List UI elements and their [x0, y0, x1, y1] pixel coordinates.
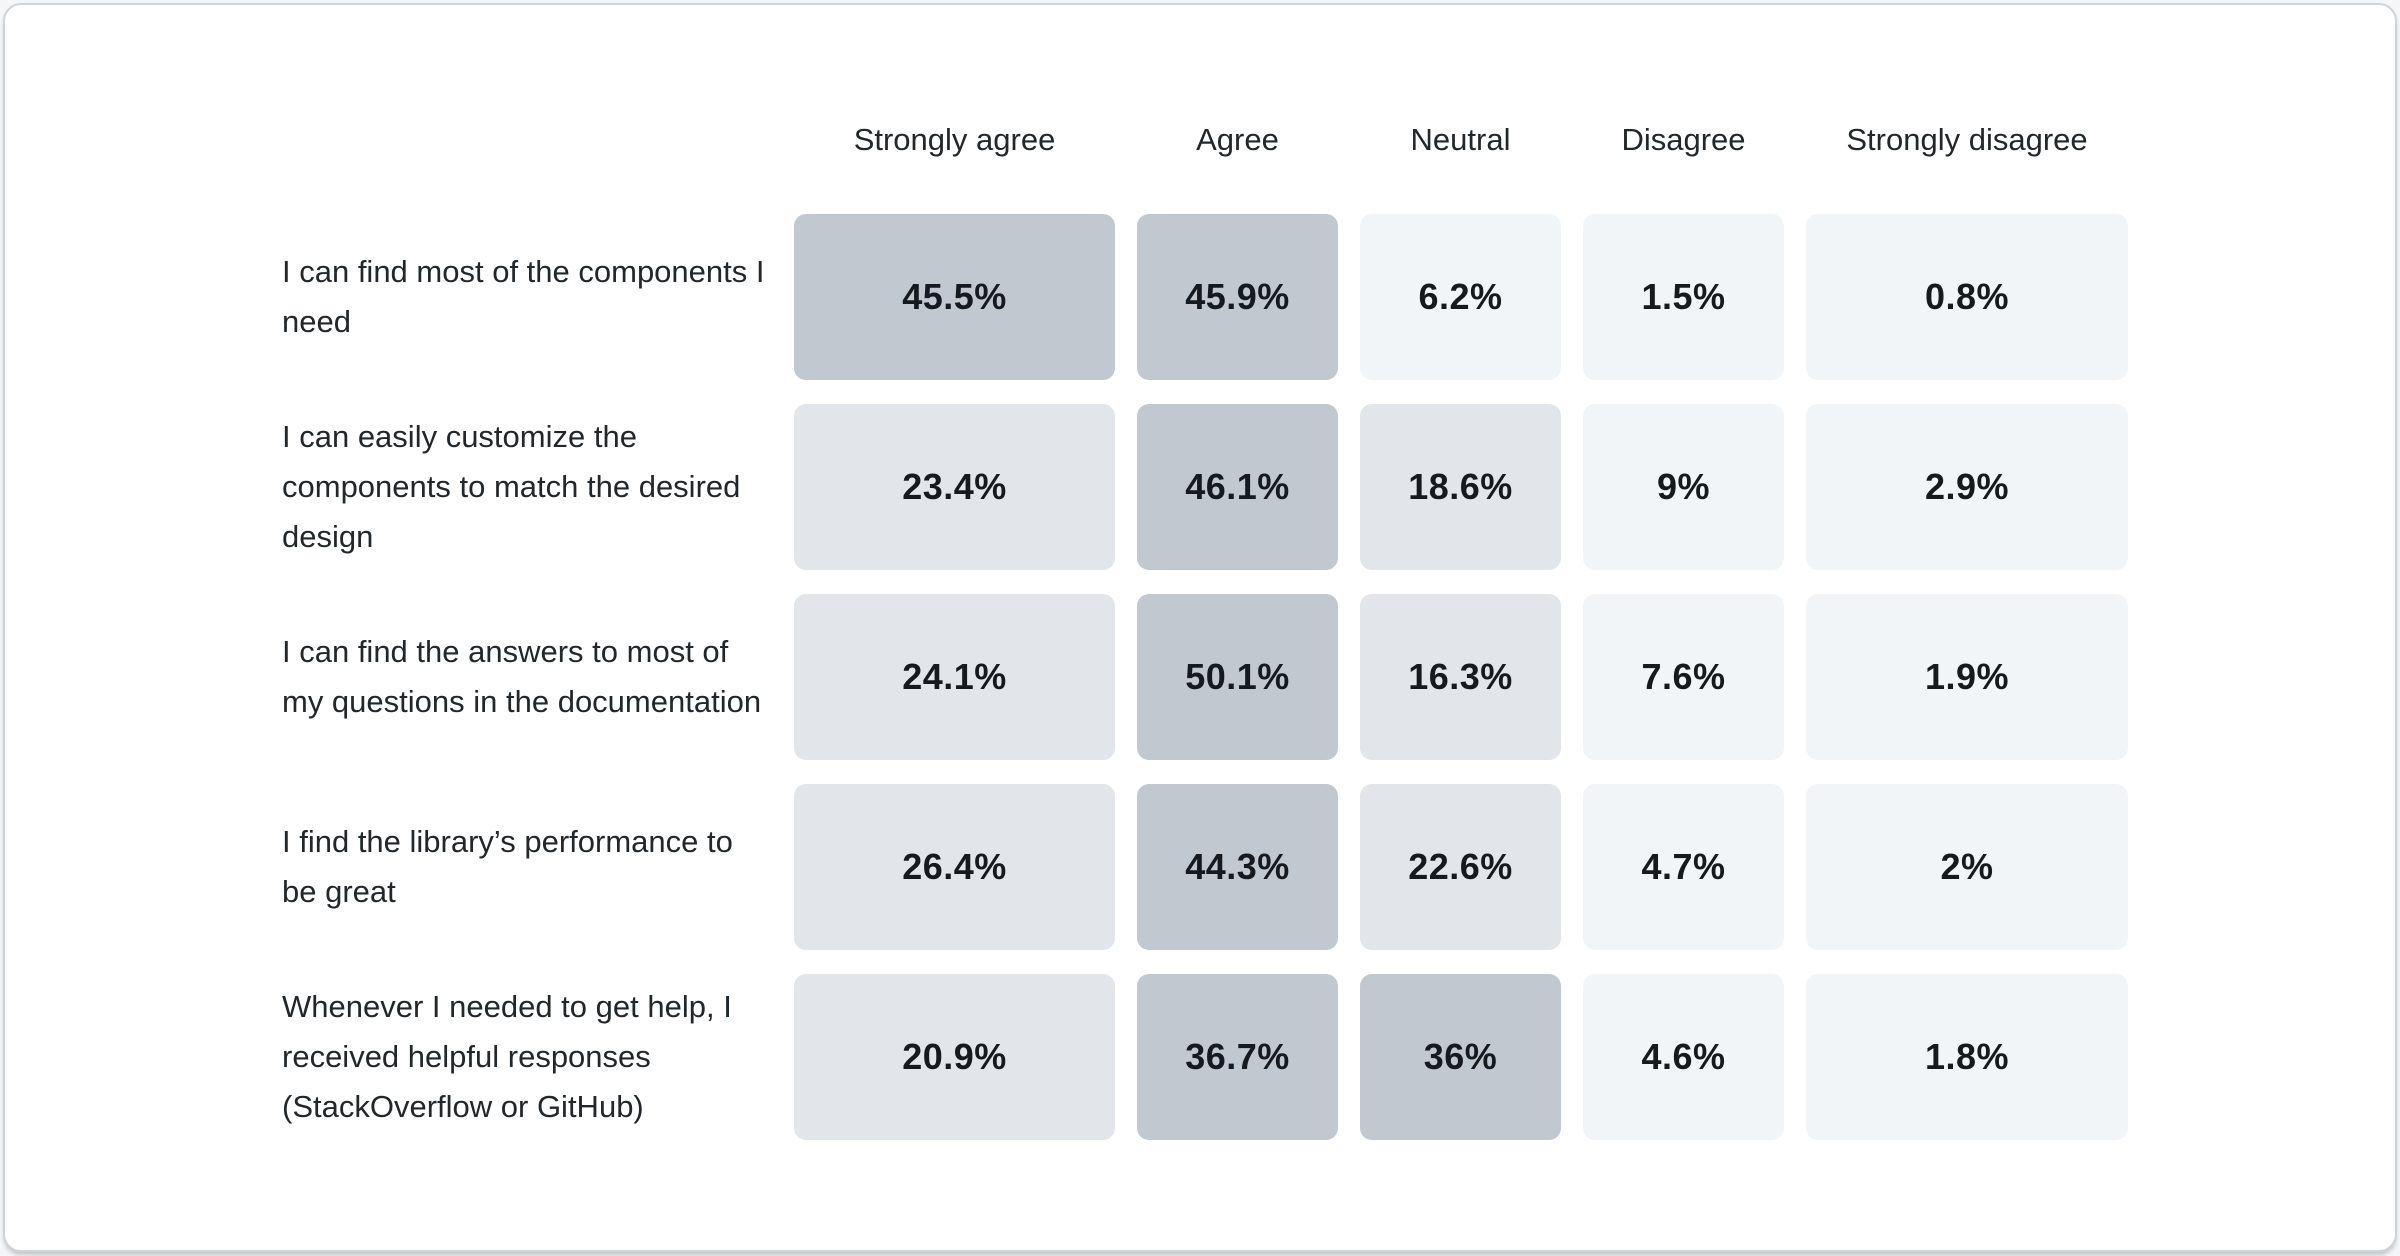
heatmap-cell: 22.6%: [1360, 784, 1561, 950]
heatmap-cell: 26.4%: [794, 784, 1115, 950]
heatmap-cell: 45.5%: [794, 214, 1115, 380]
row-label: I can find the answers to most of my que…: [282, 634, 762, 719]
heatmap-cell: 0.8%: [1806, 214, 2128, 380]
heatmap-cell: 16.3%: [1360, 594, 1561, 760]
heatmap-cell: 4.6%: [1583, 974, 1784, 1140]
column-header-strongly-disagree: Strongly disagree: [1846, 122, 2088, 157]
heatmap-cell: 36.7%: [1137, 974, 1338, 1140]
likert-heatmap: Strongly agree Agree Neutral Disagree Strong…: [282, 90, 2128, 1140]
heatmap-cell: 2.9%: [1806, 404, 2128, 570]
heatmap-cell: 4.7%: [1583, 784, 1784, 950]
heatmap-cell: 6.2%: [1360, 214, 1561, 380]
column-header-disagree: Disagree: [1621, 122, 1746, 157]
matrix-corner-spacer: [282, 90, 772, 190]
heatmap-cell: 20.9%: [794, 974, 1115, 1140]
heatmap-cell: 46.1%: [1137, 404, 1338, 570]
heatmap-cell: 24.1%: [794, 594, 1115, 760]
heatmap-cell: 1.9%: [1806, 594, 2128, 760]
heatmap-cell: 7.6%: [1583, 594, 1784, 760]
heatmap-cell: 44.3%: [1137, 784, 1338, 950]
survey-results-card: Strongly agree Agree Neutral Disagree Strong…: [3, 3, 2397, 1252]
heatmap-cell: 1.8%: [1806, 974, 2128, 1140]
row-label: I can easily customize the components to…: [282, 419, 741, 554]
heatmap-cell: 50.1%: [1137, 594, 1338, 760]
row-label: I find the library’s performance to be g…: [282, 824, 733, 909]
row-label: I can find most of the components I need: [282, 254, 765, 339]
row-label: Whenever I needed to get help, I receive…: [282, 989, 732, 1124]
heatmap-cell: 18.6%: [1360, 404, 1561, 570]
heatmap-cell: 2%: [1806, 784, 2128, 950]
heatmap-cell: 45.9%: [1137, 214, 1338, 380]
heatmap-cell: 9%: [1583, 404, 1784, 570]
column-header-neutral: Neutral: [1410, 122, 1511, 157]
column-header-agree: Agree: [1196, 122, 1279, 157]
column-header-strongly-agree: Strongly agree: [853, 122, 1056, 157]
heatmap-cell: 23.4%: [794, 404, 1115, 570]
heatmap-cell: 36%: [1360, 974, 1561, 1140]
heatmap-cell: 1.5%: [1583, 214, 1784, 380]
